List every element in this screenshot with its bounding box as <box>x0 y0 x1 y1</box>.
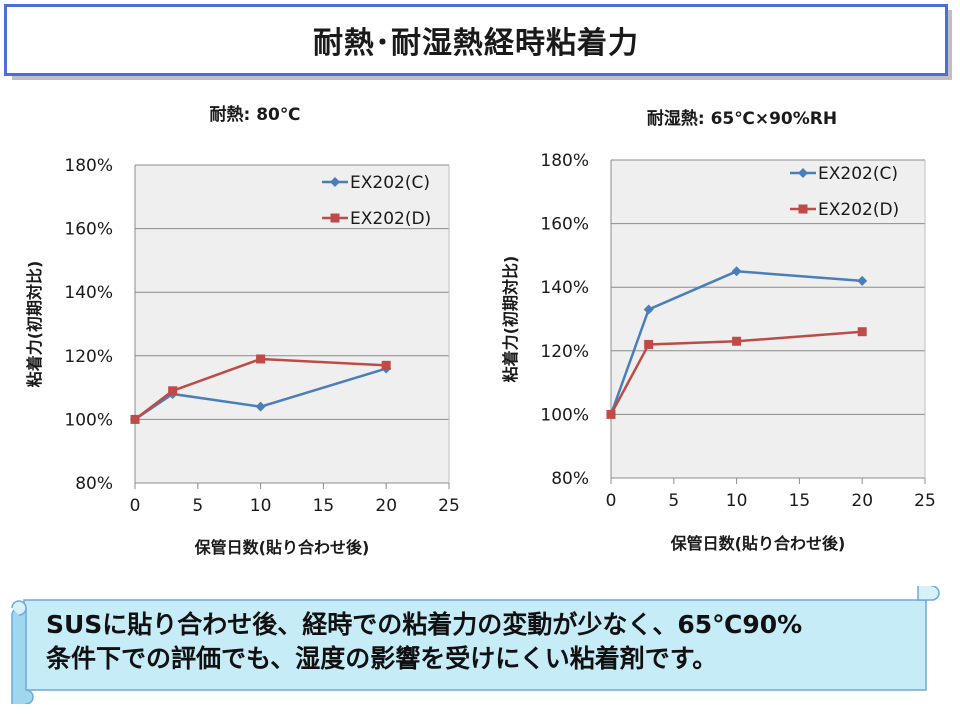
plot-area <box>135 165 449 483</box>
x-axis-title: 保管日数(貼り合わせ後) <box>670 534 846 553</box>
data-point <box>643 304 654 315</box>
y-tick-label: 180% <box>64 156 113 176</box>
conclusion-banner: SUSに貼り合わせ後、経時での粘着力の変動が少なく、65℃90% 条件下での評価… <box>10 586 940 704</box>
data-point <box>256 354 266 364</box>
series-line-2 <box>134 357 387 421</box>
x-axis-title: 保管日数(貼り合わせ後) <box>194 538 370 557</box>
legend-label: EX202(C) <box>350 173 430 193</box>
x-tick-label: 5 <box>668 491 679 511</box>
y-tick-label: 140% <box>540 278 589 298</box>
legend-marker <box>798 168 808 178</box>
y-tick-label: 120% <box>540 342 589 362</box>
y-axis-title: 粘着力(初期対比) <box>501 256 520 383</box>
series-line-1 <box>609 270 863 415</box>
data-point <box>255 401 266 412</box>
x-tick-label: 20 <box>375 496 397 516</box>
charts-area: 80% 100% 120% 140% 160% 180% 0 5 10 15 20 25 耐熱: 80℃… <box>25 104 936 557</box>
conclusion-line-1: SUSに貼り合わせ後、経時での粘着力の変動が少なく、65℃90% <box>46 610 803 639</box>
x-tick-label: 5 <box>192 496 203 516</box>
chart-title: 耐湿熱: 65℃×90%RH <box>647 108 837 129</box>
slide-title-box: 耐熱･耐湿熱経時粘着力 <box>4 4 948 76</box>
x-tick-label: 25 <box>914 491 936 511</box>
y-tick-label: 100% <box>64 410 113 430</box>
data-point <box>857 275 868 286</box>
data-point <box>732 336 742 346</box>
data-point <box>644 339 654 349</box>
plot-area <box>611 160 925 478</box>
data-point <box>606 409 616 419</box>
legend-marker <box>330 177 340 187</box>
conclusion-line-2: 条件下での評価でも、湿度の影響を受けにくい粘着剤です。 <box>46 644 718 673</box>
data-point <box>168 386 178 396</box>
x-tick-label: 25 <box>438 496 460 516</box>
x-tick-label: 10 <box>726 491 748 511</box>
legend-marker <box>330 213 340 223</box>
data-point <box>857 327 867 337</box>
chart-2: 80% 100% 120% 140% 160% 180% 0 5 10 15 20 25 耐湿熱: 65… <box>501 108 936 553</box>
series-line-1 <box>134 367 387 421</box>
legend-label: EX202(D) <box>818 200 899 220</box>
y-tick-label: 140% <box>64 283 113 303</box>
x-tick-label: 10 <box>250 496 272 516</box>
x-tick-label: 15 <box>313 496 335 516</box>
data-point <box>381 360 391 370</box>
y-tick-label: 120% <box>64 347 113 367</box>
chart-title: 耐熱: 80℃ <box>210 104 301 125</box>
y-tick-label: 100% <box>540 405 589 425</box>
data-point <box>130 414 140 424</box>
y-tick-label: 160% <box>540 215 589 235</box>
y-tick-label: 80% <box>75 474 113 494</box>
legend-label: EX202(C) <box>818 164 898 184</box>
scroll-shape <box>11 586 940 704</box>
data-point <box>731 266 742 277</box>
series-line-2 <box>609 330 863 415</box>
legend-label: EX202(D) <box>350 209 431 229</box>
slide-title: 耐熱･耐湿熱経時粘着力 <box>313 26 639 61</box>
y-tick-label: 80% <box>551 469 589 489</box>
y-axis-title: 粘着力(初期対比) <box>25 261 44 388</box>
x-tick-label: 20 <box>851 491 873 511</box>
x-tick-label: 0 <box>130 496 141 516</box>
chart-1: 80% 100% 120% 140% 160% 180% 0 5 10 15 20 25 耐熱: 80℃… <box>25 104 460 557</box>
y-tick-label: 180% <box>540 151 589 171</box>
x-tick-label: 15 <box>789 491 811 511</box>
y-tick-label: 160% <box>64 220 113 240</box>
legend-marker <box>798 204 808 214</box>
x-tick-label: 0 <box>606 491 617 511</box>
